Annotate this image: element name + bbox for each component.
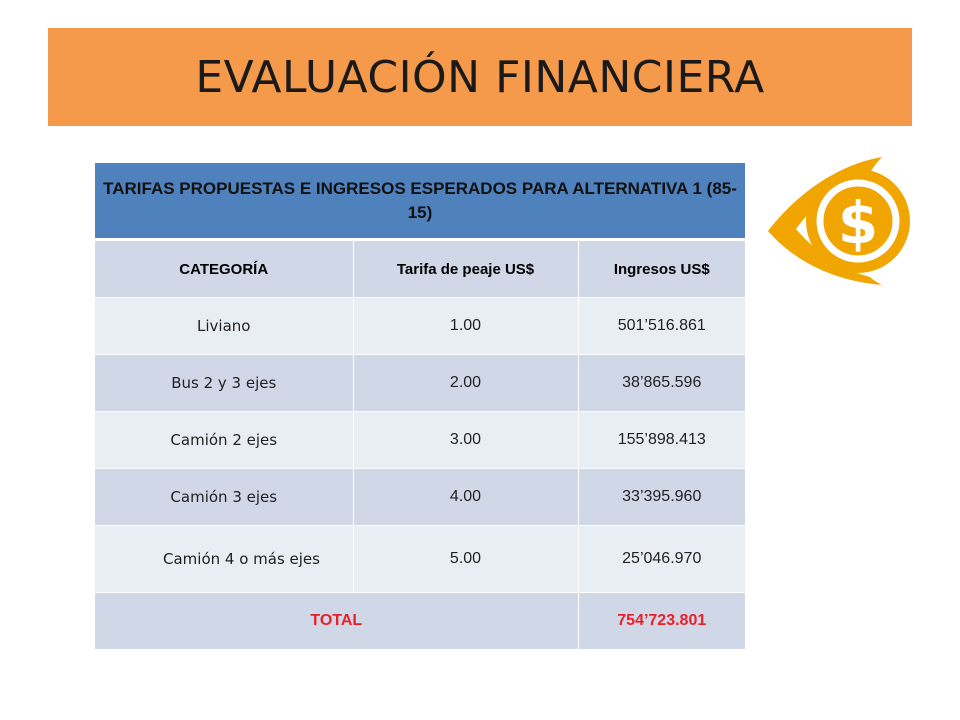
cell-revenue: 33’395.960	[577, 468, 746, 526]
cell-category: Bus 2 y 3 ejes	[95, 354, 353, 412]
cell-rate: 4.00	[352, 468, 578, 526]
cell-revenue: 501’516.861	[577, 297, 746, 355]
page-title: EVALUACIÓN FINANCIERA	[195, 51, 765, 103]
tariff-table: TARIFAS PROPUESTAS E INGRESOS ESPERADOS …	[95, 163, 746, 650]
total-row: TOTAL 754’723.801	[95, 592, 746, 650]
column-header-category: CATEGORÍA	[95, 239, 353, 298]
total-label: TOTAL	[95, 592, 578, 650]
cell-revenue: 155’898.413	[577, 411, 746, 469]
table-row: Bus 2 y 3 ejes 2.00 38’865.596	[95, 354, 746, 412]
total-value: 754’723.801	[577, 592, 746, 650]
column-header-revenue: Ingresos US$	[577, 239, 746, 298]
cell-revenue: 38’865.596	[577, 354, 746, 412]
table-row: Liviano 1.00 501’516.861	[95, 297, 746, 355]
table-row: Camión 2 ejes 3.00 155’898.413	[95, 411, 746, 469]
dollar-eye-icon: $	[766, 155, 916, 285]
cell-rate: 5.00	[352, 525, 578, 593]
title-banner: EVALUACIÓN FINANCIERA	[48, 28, 912, 126]
cell-category: Camión 2 ejes	[95, 411, 353, 469]
cell-rate: 1.00	[352, 297, 578, 355]
cell-category: Liviano	[95, 297, 353, 355]
cell-rate: 3.00	[352, 411, 578, 469]
column-header-rate: Tarifa de peaje US$	[352, 239, 578, 298]
column-header-row: CATEGORÍA Tarifa de peaje US$ Ingresos U…	[95, 239, 746, 298]
cell-category: Camión 3 ejes	[95, 468, 353, 526]
table-row: Camión 3 ejes 4.00 33’395.960	[95, 468, 746, 526]
svg-text:$: $	[838, 189, 878, 257]
cell-revenue: 25’046.970	[577, 525, 746, 593]
table-row: Camión 4 o más ejes 5.00 25’046.970	[95, 525, 746, 593]
table-caption: TARIFAS PROPUESTAS E INGRESOS ESPERADOS …	[95, 163, 746, 241]
table-caption-row: TARIFAS PROPUESTAS E INGRESOS ESPERADOS …	[95, 163, 746, 241]
cell-category: Camión 4 o más ejes	[95, 525, 353, 593]
cell-rate: 2.00	[352, 354, 578, 412]
